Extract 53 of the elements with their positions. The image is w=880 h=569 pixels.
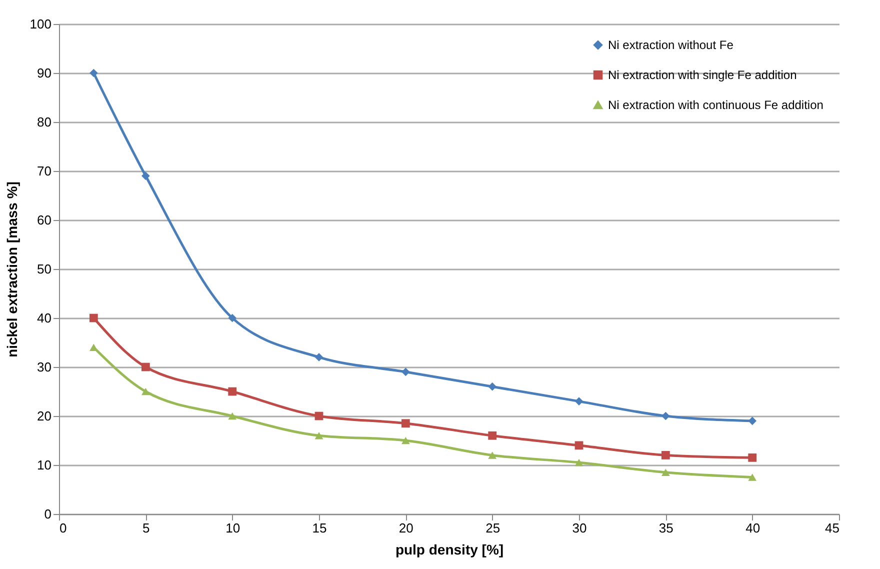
y-axis-title: nickel extraction [mass %] — [4, 182, 20, 358]
point — [314, 432, 324, 440]
point — [89, 344, 98, 352]
point — [89, 314, 98, 322]
x-tick-label: 30 — [572, 520, 587, 536]
point — [228, 387, 237, 396]
y-tick-label: 10 — [37, 458, 52, 472]
point — [401, 368, 410, 376]
legend-label: Ni extraction without Fe — [608, 38, 734, 52]
point — [141, 388, 150, 396]
y-tick-label: 100 — [30, 16, 52, 32]
point — [401, 419, 410, 428]
x-tick-label: 25 — [486, 520, 500, 536]
x-tick-label: 5 — [142, 520, 150, 536]
y-tick-label: 30 — [37, 360, 52, 374]
y-tick-label: 20 — [37, 408, 52, 424]
point — [401, 436, 410, 444]
point — [574, 397, 584, 406]
x-tick-label: 20 — [398, 520, 414, 536]
legend-label: Ni extraction with continuous Fe addition — [608, 98, 824, 112]
point — [141, 172, 150, 180]
point — [748, 474, 757, 481]
point — [228, 314, 237, 322]
point — [314, 353, 324, 362]
point — [661, 468, 670, 476]
x-tick-label: 35 — [658, 520, 674, 536]
y-tick-label: 90 — [37, 66, 52, 80]
point — [89, 68, 98, 78]
x-tick-label: 15 — [312, 520, 327, 536]
x-tick-label: 0 — [60, 520, 67, 536]
point — [141, 362, 150, 372]
y-tick-label: 50 — [37, 262, 52, 276]
point — [574, 458, 584, 466]
x-tick-label: 40 — [746, 520, 760, 536]
point — [488, 382, 497, 391]
point — [488, 452, 497, 459]
point — [748, 453, 757, 462]
point — [748, 416, 757, 426]
y-tick-label: 70 — [37, 164, 52, 178]
point — [314, 412, 324, 420]
x-tick-label: 10 — [226, 520, 240, 536]
point — [488, 431, 497, 440]
y-tick-label: 60 — [37, 212, 52, 228]
x-tick-label: 45 — [825, 520, 840, 536]
x-axis-title: pulp density [%] — [395, 542, 504, 558]
legend-label: Ni extraction with single Fe addition — [608, 68, 797, 82]
point — [661, 412, 670, 420]
y-tick-label: 80 — [37, 114, 52, 130]
point — [661, 451, 670, 460]
point — [228, 412, 237, 420]
point — [574, 441, 584, 450]
y-tick-label: 40 — [37, 310, 52, 326]
y-tick-label: 0 — [44, 506, 52, 522]
